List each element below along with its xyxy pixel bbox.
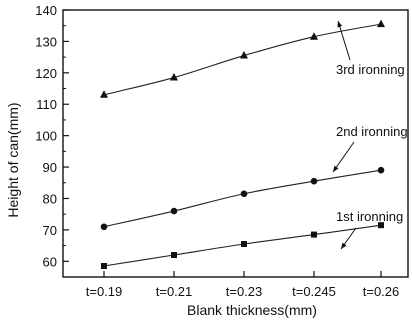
plot-border xyxy=(62,9,409,278)
data-point-triangle xyxy=(377,19,385,28)
y-tick-label: 130 xyxy=(35,34,57,49)
y-tick-label: 80 xyxy=(43,191,57,206)
data-point-triangle xyxy=(100,90,108,98)
data-point-circle xyxy=(377,166,385,174)
data-point-square xyxy=(378,222,384,229)
annotation-label: 1st ironning xyxy=(336,209,403,224)
data-point-triangle xyxy=(240,51,248,59)
annotation-arrowhead xyxy=(333,165,339,172)
y-axis-label: Height of can(mm) xyxy=(5,102,21,217)
data-point-circle xyxy=(240,190,248,198)
y-tick-label: 70 xyxy=(43,223,57,238)
y-tick-label: 110 xyxy=(36,97,57,112)
annotation-arrowhead xyxy=(341,242,347,249)
y-tick-label: 90 xyxy=(43,160,57,175)
x-axis-ticks: t=0.19 t=0.21 t=0.23 t=0.245 t=0.26 xyxy=(86,271,400,299)
x-tick-label: t=0.19 xyxy=(86,284,123,299)
data-point-triangle xyxy=(310,32,318,40)
series-line xyxy=(103,23,382,96)
y-tick-label: 100 xyxy=(35,129,57,144)
data-point-triangle xyxy=(170,73,178,81)
annotation-label: 2nd ironning xyxy=(336,124,408,139)
series-annotations: 1st ironning 2nd ironning 3rd ironning xyxy=(332,20,408,250)
x-tick-label: t=0.245 xyxy=(292,284,336,299)
series-markers xyxy=(100,19,385,270)
x-tick-label: t=0.23 xyxy=(226,284,263,299)
y-tick-label: 60 xyxy=(43,254,57,269)
data-point-square xyxy=(101,263,107,270)
data-point-circle xyxy=(310,177,318,185)
annotation-leader xyxy=(337,20,351,61)
annotation-arrowhead xyxy=(337,21,343,28)
data-point-circle xyxy=(170,207,178,215)
x-tick-label: t=0.21 xyxy=(156,284,193,299)
y-tick-label: 120 xyxy=(35,66,57,81)
annotation-leader xyxy=(332,141,355,173)
y-tick-label: 140 xyxy=(35,3,57,18)
series-lines xyxy=(103,23,382,267)
x-axis-label: Blank thickness(mm) xyxy=(187,302,317,318)
data-point-square xyxy=(311,231,317,238)
data-point-square xyxy=(171,252,177,259)
x-tick-label: t=0.26 xyxy=(363,284,400,299)
plot-frame xyxy=(62,9,409,278)
data-point-square xyxy=(241,241,247,248)
annotation-label: 3rd ironning xyxy=(336,62,405,77)
data-point-circle xyxy=(100,223,108,231)
y-axis-ticks: 60 70 80 90 100 110 120 130 140 xyxy=(35,3,69,278)
